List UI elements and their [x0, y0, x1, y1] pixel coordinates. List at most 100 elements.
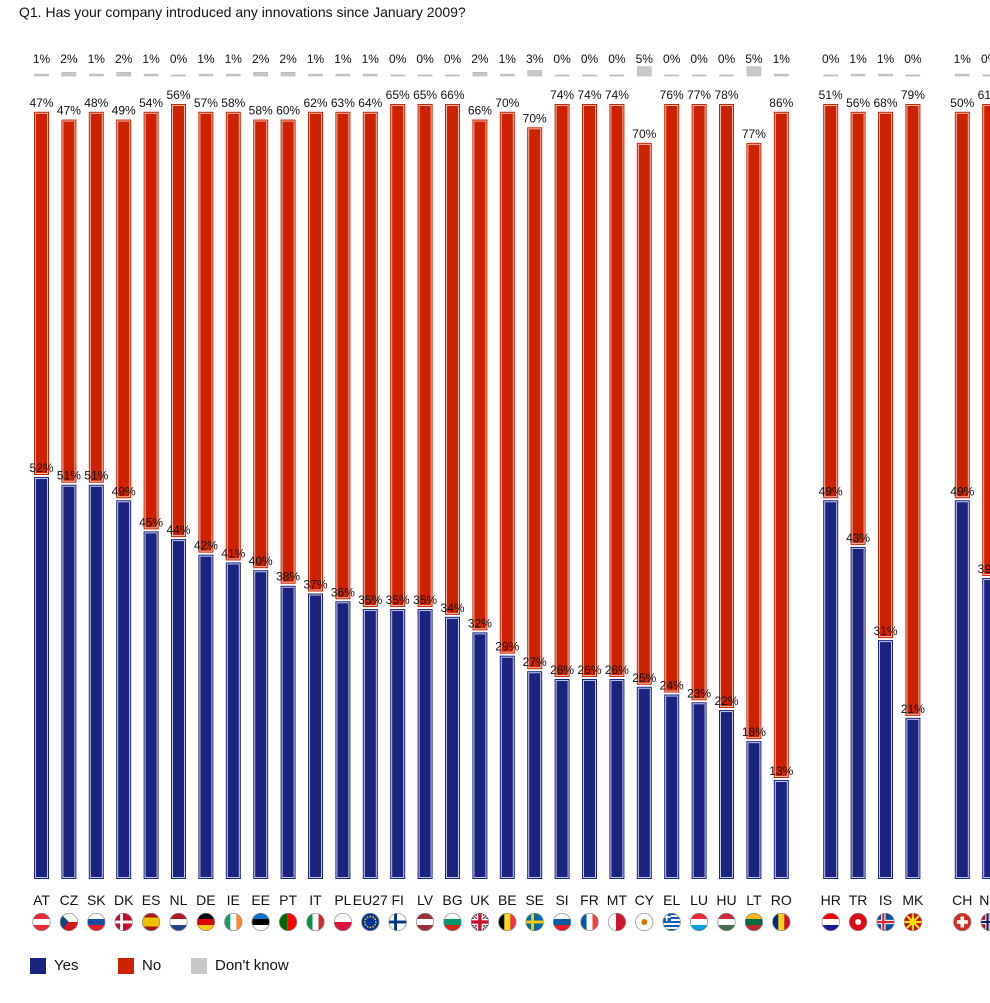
bar-no-no — [981, 103, 990, 577]
bar-no-dk — [115, 118, 133, 500]
bar-no-se — [526, 126, 544, 671]
category-label-uk: UK — [470, 892, 490, 908]
bar-yes-cy — [635, 685, 653, 880]
bar-yes-ro — [772, 778, 790, 880]
label-no-bg: 66% — [440, 88, 464, 102]
label-no-ch: 50% — [950, 96, 974, 110]
bar-dontknow-lv — [417, 74, 433, 77]
bar-no-fr — [581, 103, 598, 678]
bar-yes-cz — [60, 483, 78, 880]
bar-no-it — [307, 110, 324, 593]
bar-dontknow-ie — [226, 73, 241, 77]
label-no-lt: 77% — [742, 127, 766, 141]
label-yes-pt: 38% — [276, 570, 300, 584]
bar-no-cz — [60, 118, 78, 484]
label-no-be: 70% — [495, 96, 519, 110]
label-yes-mk: 21% — [901, 702, 925, 716]
bar-no-lt — [745, 141, 763, 741]
bar-yes-lv — [416, 608, 434, 880]
label-dontknow-ch: 1% — [954, 52, 972, 66]
label-yes-si: 26% — [550, 663, 574, 677]
label-yes-tr: 43% — [846, 531, 870, 545]
label-dontknow-es: 1% — [142, 52, 160, 66]
category-label-lv: LV — [417, 892, 434, 908]
flag-lu-icon — [690, 912, 709, 932]
flag-se-icon — [525, 912, 544, 932]
label-yes-de: 42% — [194, 539, 218, 553]
label-yes-lt: 18% — [742, 725, 766, 739]
category-label-tr: TR — [849, 892, 868, 908]
bar-no-mt — [608, 103, 626, 678]
label-dontknow-se: 3% — [526, 52, 544, 66]
label-yes-ee: 40% — [249, 554, 273, 568]
bar-no-nl — [170, 103, 187, 539]
bar-no-at — [33, 110, 50, 476]
flag-cz-icon — [59, 912, 78, 932]
flag-it-icon — [306, 912, 325, 932]
flag-uk-icon — [470, 912, 489, 932]
category-label-ro: RO — [771, 892, 792, 908]
label-yes-eu27: 35% — [358, 593, 382, 607]
flag-at-icon — [32, 912, 51, 932]
label-yes-nl: 44% — [166, 523, 190, 537]
bar-yes-mt — [608, 677, 626, 880]
legend: Yes No Don't know — [0, 957, 990, 977]
bar-dontknow-hr — [823, 74, 839, 77]
flag-be-icon — [498, 912, 517, 932]
label-dontknow-el: 0% — [663, 52, 681, 66]
bar-dontknow-dk — [116, 72, 131, 77]
label-dontknow-pl: 1% — [334, 52, 352, 66]
bar-no-fi — [389, 103, 407, 609]
legend-item-dontknow: Don't know — [191, 957, 289, 974]
flag-ie-icon — [224, 912, 243, 932]
category-label-ie: IE — [227, 892, 240, 908]
category-label-pl: PL — [334, 892, 351, 908]
bar-yes-nl — [170, 538, 187, 880]
bar-no-is — [877, 110, 894, 640]
bar-no-mk — [904, 103, 922, 717]
flag-sk-icon — [87, 912, 106, 932]
flag-fr-icon — [580, 912, 599, 932]
label-no-eu27: 64% — [358, 96, 382, 110]
flag-el-icon — [662, 912, 681, 932]
legend-swatch-dontknow — [191, 957, 207, 974]
label-yes-pl: 36% — [331, 585, 355, 599]
flag-pt-icon — [279, 912, 298, 932]
label-yes-lv: 35% — [413, 593, 437, 607]
label-dontknow-cy: 5% — [636, 52, 654, 66]
label-yes-it: 37% — [303, 578, 327, 592]
flag-no-icon — [980, 912, 990, 932]
label-no-cz: 47% — [57, 104, 81, 118]
legend-label-dontknow: Don't know — [215, 957, 289, 974]
bar-no-tr — [849, 110, 867, 546]
bar-dontknow-nl — [171, 74, 186, 77]
bar-dontknow-eu27 — [362, 73, 378, 77]
legend-item-no: No — [118, 957, 161, 974]
label-dontknow-eu27: 1% — [362, 52, 380, 66]
label-dontknow-pt: 2% — [279, 52, 297, 66]
bar-no-pl — [334, 110, 352, 601]
label-yes-se: 27% — [523, 655, 547, 669]
label-dontknow-is: 1% — [877, 52, 895, 66]
bar-no-lu — [690, 103, 708, 702]
label-no-tr: 56% — [846, 96, 870, 110]
legend-label-yes: Yes — [54, 957, 79, 974]
flag-bg-icon — [443, 912, 462, 932]
flag-eu27-icon — [361, 912, 380, 932]
bar-yes-hr — [822, 499, 840, 880]
bar-yes-pt — [279, 584, 297, 880]
label-dontknow-at: 1% — [33, 52, 51, 66]
bar-no-ie — [224, 110, 242, 562]
flag-lt-icon — [744, 912, 763, 932]
label-dontknow-mk: 0% — [904, 52, 922, 66]
bar-dontknow-se — [527, 70, 543, 77]
bar-yes-se — [526, 670, 544, 881]
bar-yes-no — [981, 576, 990, 880]
bar-dontknow-ro — [773, 73, 789, 77]
bar-yes-hu — [718, 709, 735, 880]
legend-swatch-no — [118, 957, 134, 974]
label-yes-no: 39% — [978, 562, 990, 576]
label-dontknow-dk: 2% — [115, 52, 133, 66]
bar-dontknow-si — [554, 74, 570, 77]
bar-dontknow-at — [34, 73, 49, 77]
